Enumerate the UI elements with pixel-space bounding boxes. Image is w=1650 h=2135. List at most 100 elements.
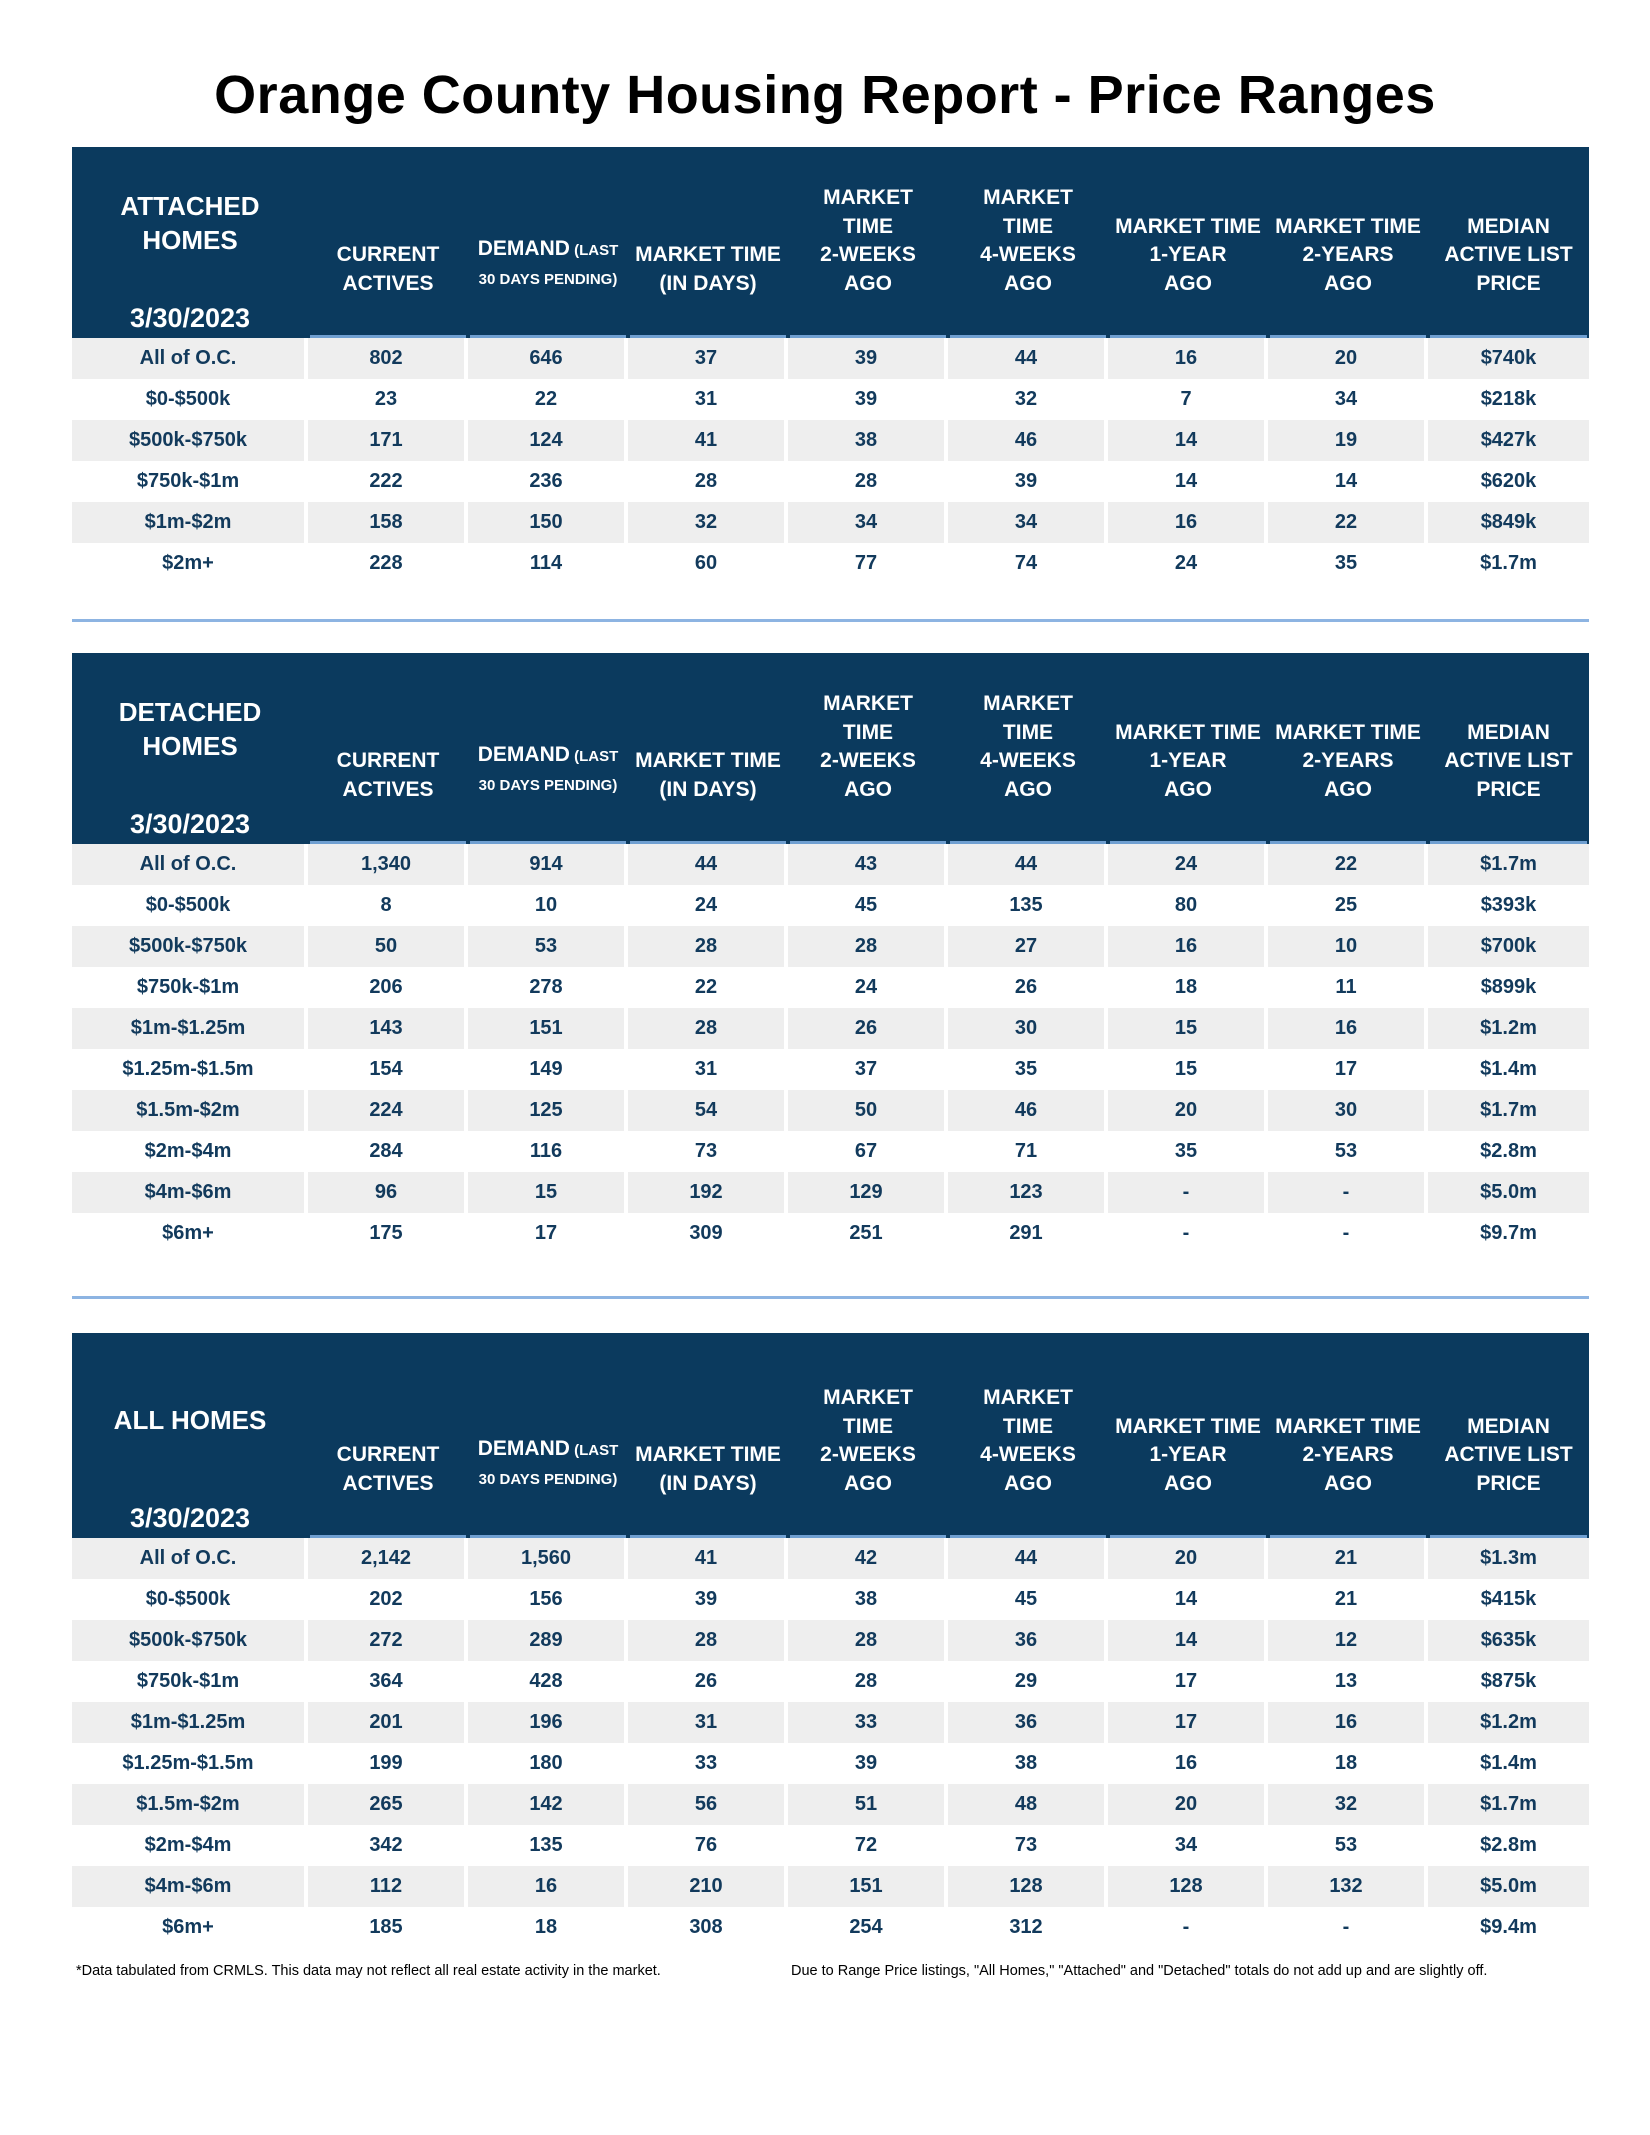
cell-demand: 53: [468, 926, 628, 967]
cell-market-time-2-years-ago: 35: [1268, 543, 1428, 584]
header-underline: [470, 335, 626, 338]
column-header-line: ACTIVES: [342, 271, 434, 295]
column-header-line: AGO: [1324, 777, 1372, 801]
cell-market-time-2-weeks-ago: 28: [788, 1620, 948, 1661]
table-row: $750k-$1m 206 278 22 24 26 18 11 $899k: [72, 967, 1589, 1008]
table-row: $4m-$6m 96 15 192 129 123- - $5.0m: [72, 1172, 1589, 1213]
cell-market-time-2-weeks-ago: 24: [788, 967, 948, 1008]
cell-market-time: 308: [628, 1907, 788, 1948]
detached-section: DETACHED HOMES 3/30/2023 CURRENT ACTIVES D…: [72, 653, 1589, 1254]
header-underline: [630, 1535, 786, 1538]
cell-demand: 150: [468, 502, 628, 543]
column-header-line: 4-WEEKS: [980, 243, 1076, 266]
table-row: $0-$500k 23 22 31 39 32 7 34 $218k: [72, 379, 1589, 420]
cell-market-time-2-years-ago: 16: [1268, 1008, 1428, 1049]
column-header-line: ACTIVE LIST: [1444, 1443, 1573, 1466]
cell-market-time-4-weeks-ago: 30: [948, 1008, 1108, 1049]
cell-current-actives: 284: [308, 1131, 468, 1172]
header-underline: [470, 841, 626, 844]
cell-median-list-price: $1.4m: [1480, 1058, 1537, 1080]
cell-market-time: 26: [628, 1661, 788, 1702]
cell-median-list-price: $1.2m: [1428, 1702, 1589, 1743]
header-underline: [1110, 335, 1266, 338]
cell-median-list-price: $1.7m: [1428, 1784, 1589, 1825]
table-row: $0-$500k 202 156 39 38 45 14 21 $415k: [72, 1579, 1589, 1620]
column-header-market-time-2-years-ago: MARKET TIME 2-YEARS AGO: [1268, 719, 1428, 805]
cell-median-list-price: $635k: [1428, 1620, 1589, 1661]
cell-current-actives: 265: [308, 1784, 468, 1825]
cell-current-actives: 8: [308, 885, 468, 926]
cell-median-list-price: $5.0m: [1428, 1172, 1589, 1213]
cell-market-time-2-years-ago: 20: [1268, 338, 1428, 379]
cell-market-time-4-weeks-ago: 26: [948, 967, 1108, 1008]
column-header-line: PRICE: [1476, 1471, 1541, 1495]
column-header-line: 1-YEAR: [1149, 1443, 1227, 1466]
cell-current-actives: 154: [308, 1049, 468, 1090]
cell-market-time-4-weeks-ago: 38: [948, 1743, 1108, 1784]
cell-market-time-4-weeks-ago: 36: [948, 1620, 1108, 1661]
cell-market-time-1-year-ago: 20: [1108, 1090, 1268, 1131]
header-underline: [1110, 841, 1266, 844]
header-underline: [630, 335, 786, 338]
column-header-line: 4-WEEKS: [980, 1443, 1076, 1466]
page-title: Orange County Housing Report - Price Ran…: [214, 65, 1436, 125]
cell-median-list-price: $620k: [1480, 470, 1537, 492]
table-row: $750k-$1m 364 428 26 28 29 17 13 $875k: [72, 1661, 1589, 1702]
cell-market-time: 28: [628, 1620, 788, 1661]
cell-market-time-2-weeks-ago: 34: [788, 502, 948, 543]
section-date: 3/30/2023: [129, 303, 251, 333]
cell-median-list-price: $1.2m: [1428, 1008, 1589, 1049]
cell-market-time-1-year-ago: 16: [1108, 926, 1268, 967]
cell-median-list-price: $740k: [1428, 338, 1589, 379]
all-homes-table: All of O.C. 2,142 1,560 41 42 44 20 21 $1.3m $0-$…: [72, 1538, 1589, 1948]
cell-price-range: $1.25m-$1.5m: [72, 1743, 308, 1784]
cell-median-list-price: $5.0m: [1428, 1866, 1589, 1907]
column-header-median-list-price: MEDIAN ACTIVE LIST PRICE: [1428, 213, 1589, 299]
column-header-demand: DEMAND (LAST 30 DAYS PENDING): [468, 235, 628, 294]
cell-market-time-2-weeks-ago: 42: [788, 1538, 948, 1579]
cell-price-range: $1.5m-$2m: [72, 1784, 308, 1825]
section-date: 3/30/2023: [129, 809, 251, 839]
cell-median-list-price: $415k: [1480, 1588, 1537, 1610]
cell-market-time-4-weeks-ago: 135: [948, 885, 1108, 926]
cell-market-time: 73: [628, 1131, 788, 1172]
cell-market-time: 56: [628, 1784, 788, 1825]
cell-market-time-2-years-ago: 25: [1268, 885, 1428, 926]
column-header-market-time-4-weeks-ago: MARKET TIME 4-WEEKS AGO: [948, 184, 1108, 298]
section-date: 3/30/2023: [129, 1503, 251, 1533]
cell-market-time-1-year-ago: 34: [1108, 1825, 1268, 1866]
table-row: $1.5m-$2m 224 125 54 50 46 20 30 $1.7m: [72, 1090, 1589, 1131]
cell-market-time-4-weeks-ago: 46: [948, 1090, 1108, 1131]
cell-market-time-4-weeks-ago: 32: [948, 379, 1108, 420]
column-header-line: 2-YEARS: [1302, 243, 1394, 266]
column-header-line: CURRENT: [336, 1443, 440, 1466]
column-header-line: CURRENT: [336, 749, 440, 772]
cell-market-time-4-weeks-ago: 123: [948, 1172, 1108, 1213]
cell-market-time-2-weeks-ago: 38: [788, 420, 948, 461]
column-header-market-time-4-weeks-ago: MARKET TIME 4-WEEKS AGO: [948, 690, 1108, 804]
attached-section: ATTACHED HOMES 3/30/2023 CURRENT ACTIVES D…: [72, 147, 1589, 584]
cell-market-time-2-years-ago: -: [1268, 1172, 1428, 1213]
header-underline: [470, 1535, 626, 1538]
cell-demand: 124: [468, 420, 628, 461]
cell-price-range: $2m-$4m: [72, 1825, 308, 1866]
cell-current-actives: 96: [308, 1172, 468, 1213]
cell-market-time-2-weeks-ago: 254: [788, 1907, 948, 1948]
cell-price-range: $0-$500k: [72, 1579, 308, 1620]
table-row: $6m+ 185 18 308 254 312- - $9.4m: [72, 1907, 1589, 1948]
cell-demand: 17: [468, 1213, 628, 1254]
cell-price-range: $1m-$1.25m: [72, 1702, 308, 1743]
column-header-line: MEDIAN: [1467, 214, 1550, 238]
cell-demand: 428: [468, 1661, 628, 1702]
cell-market-time-4-weeks-ago: 45: [948, 1579, 1108, 1620]
cell-market-time: 54: [628, 1090, 788, 1131]
cell-market-time-1-year-ago: 14: [1108, 1579, 1268, 1620]
cell-demand: 180: [468, 1743, 628, 1784]
cell-demand: 142: [468, 1784, 628, 1825]
cell-current-actives: 342: [308, 1825, 468, 1866]
column-header-line: PRICE: [1476, 777, 1541, 801]
cell-price-range: $4m-$6m: [72, 1172, 308, 1213]
cell-demand: 22: [468, 379, 628, 420]
cell-market-time-2-weeks-ago: 251: [788, 1213, 948, 1254]
column-header-line: DEMAND (LAST: [468, 235, 628, 266]
